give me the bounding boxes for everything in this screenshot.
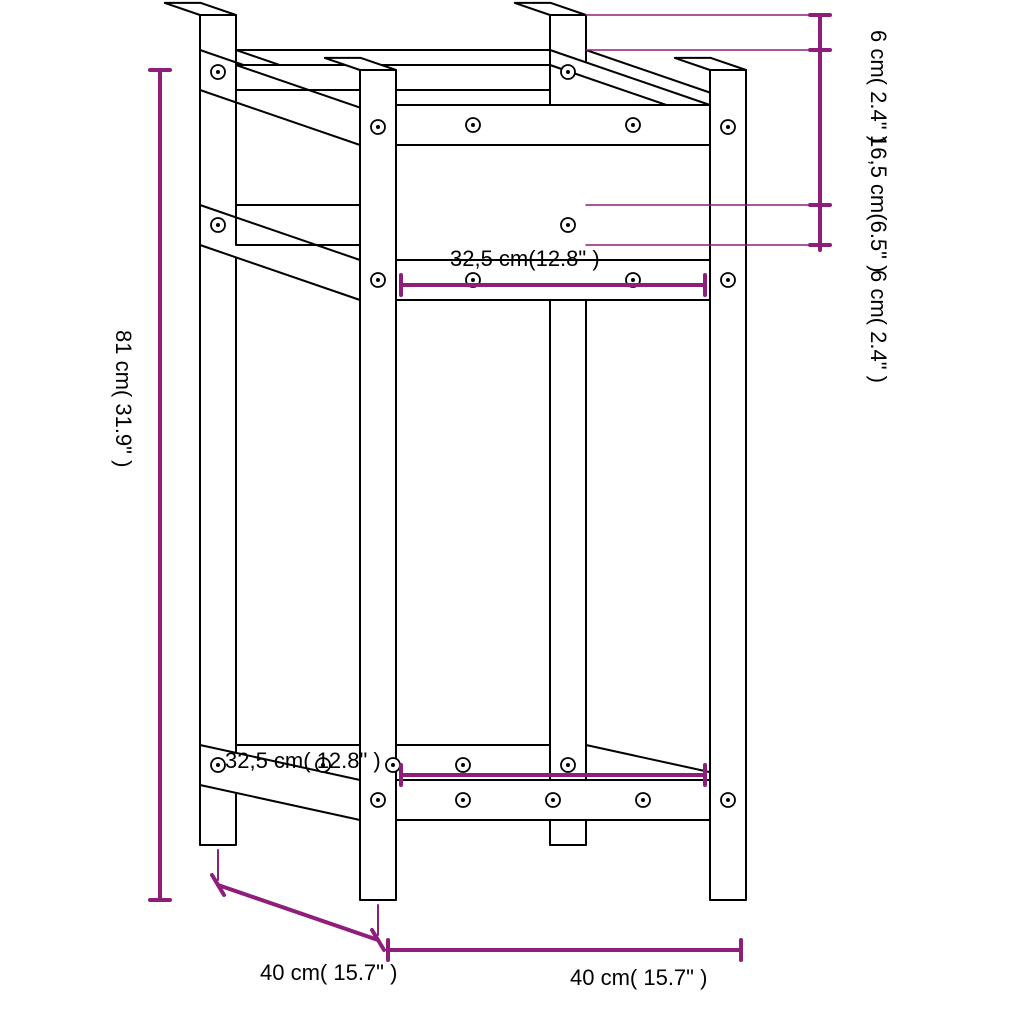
label-inner-bottom: 32,5 cm( 12.8" ) [225,748,381,774]
label-depth-bottom: 40 cm( 15.7" ) [260,960,397,986]
label-inner-width: 32,5 cm(12.8" ) [450,246,600,272]
label-mid-height: 16,5 cm(6.5" ) [865,135,891,272]
label-width-bottom: 40 cm( 15.7" ) [570,965,707,991]
diagram-stage: 81 cm( 31.9" ) 40 cm( 15.7" ) 40 cm( 15.… [0,0,1024,1024]
label-bottom-gap: 6 cm( 2.4" ) [865,270,891,383]
label-top-gap: 6 cm( 2.4" ) [865,30,891,143]
label-height-total: 81 cm( 31.9" ) [110,330,136,467]
